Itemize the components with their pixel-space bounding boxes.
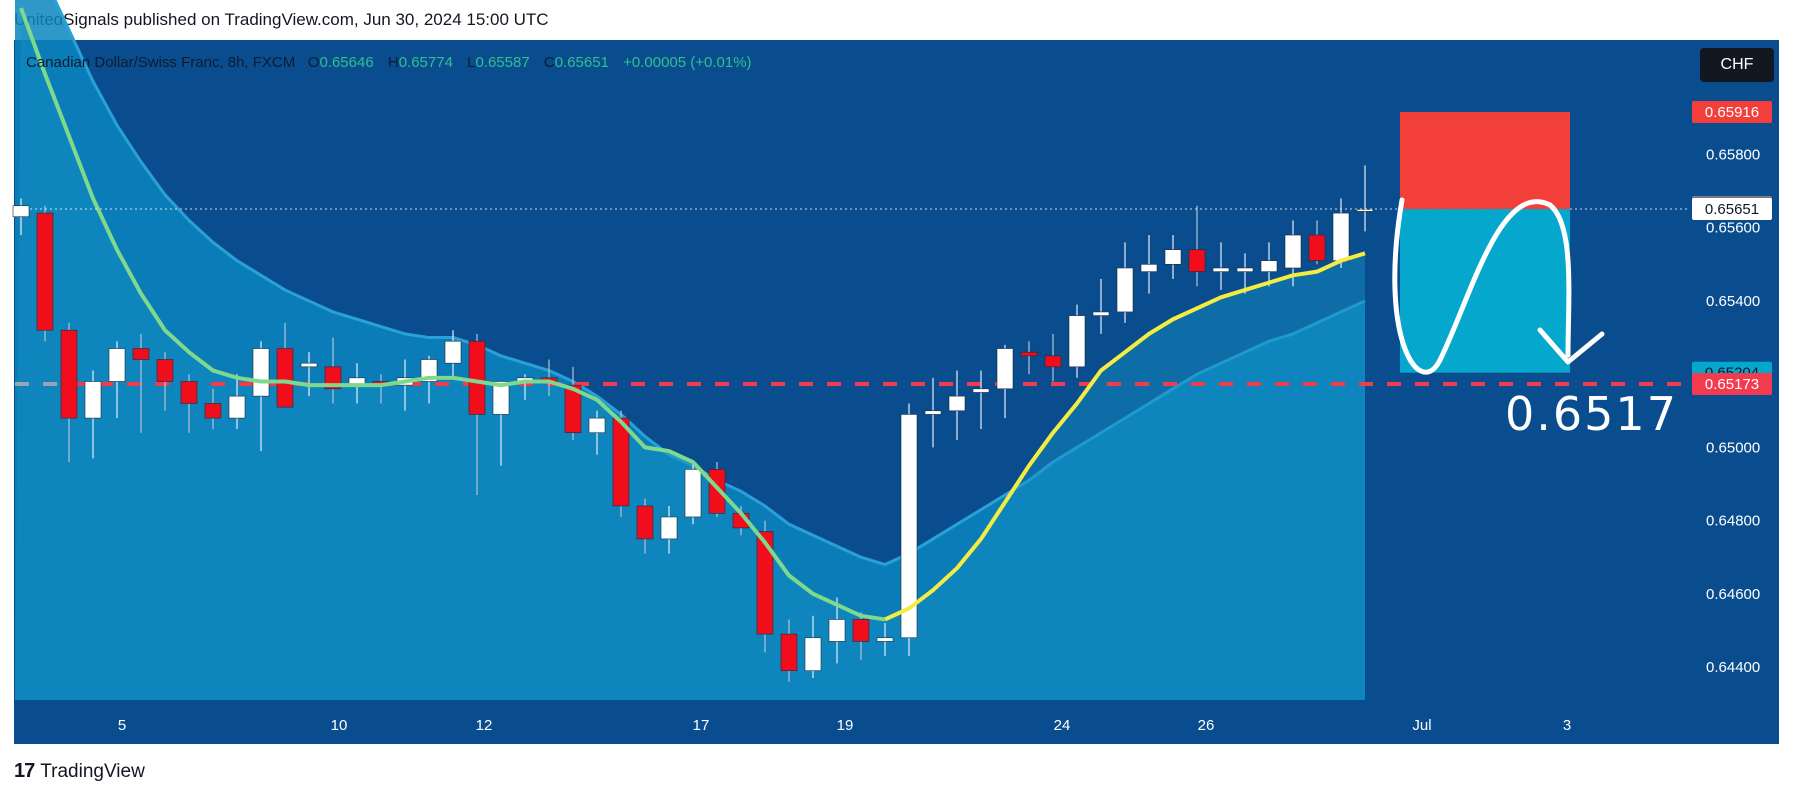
candle-body	[1260, 260, 1278, 272]
candle-body	[756, 531, 774, 635]
candle-body	[564, 384, 582, 434]
y-tick-label: 0.64800	[1706, 513, 1760, 530]
candle-body	[84, 381, 102, 419]
candle-body	[252, 348, 270, 397]
x-tick-label: 17	[693, 717, 710, 734]
y-tick-label: 0.64400	[1706, 659, 1760, 676]
high-label: H	[387, 54, 399, 71]
open-label: O	[307, 54, 320, 71]
symbol-title: Canadian Dollar/Swiss Franc, 8h, FXCM	[26, 54, 296, 71]
candle-body	[1020, 351, 1038, 357]
candle-body	[36, 212, 54, 331]
footer: 17 TradingView	[14, 760, 145, 783]
x-tick-label: 19	[837, 717, 854, 734]
candle-body	[228, 395, 246, 419]
stop-loss-zone	[1400, 112, 1570, 210]
y-tick-label: 0.64600	[1706, 586, 1760, 603]
candle-body	[132, 348, 150, 360]
candle-body	[300, 362, 318, 368]
x-tick-label: 26	[1198, 717, 1215, 734]
candle-body	[1212, 267, 1230, 272]
candle-body	[924, 410, 942, 415]
candle-body	[1332, 212, 1350, 261]
candle-body	[1044, 355, 1062, 368]
tradingview-logo-icon: 17	[14, 760, 35, 782]
candle-body	[780, 633, 798, 672]
currency-badge[interactable]: CHF	[1700, 48, 1774, 82]
candle-body	[444, 340, 462, 364]
low-label: L	[467, 54, 476, 71]
ema-fast-line-green	[19, 7, 886, 622]
price-badge-label: 0.65916	[1705, 104, 1759, 121]
candle-body	[108, 348, 126, 382]
target-annotation: 0.6517	[1505, 387, 1678, 441]
candle-body	[1284, 234, 1302, 269]
candle-body	[588, 417, 606, 434]
candle-body	[828, 619, 846, 642]
time-axis	[14, 705, 1779, 744]
publisher-line: UnitedSignals published on TradingView.c…	[14, 10, 549, 29]
drawn-arrow-path	[1392, 197, 1572, 375]
candle-body	[276, 348, 294, 408]
y-tick-label: 0.65800	[1706, 146, 1760, 163]
candle-body	[612, 417, 630, 507]
candle-body	[1068, 315, 1086, 368]
ema-fast-area	[15, 8, 1365, 701]
x-tick-label: 10	[331, 717, 348, 734]
candle-body	[1236, 267, 1254, 272]
candle-body	[492, 381, 510, 415]
drawn-arrow-head	[1537, 327, 1605, 365]
candle-body	[852, 619, 870, 642]
price-badge-label: 0.65651	[1705, 201, 1759, 218]
candle-body	[1092, 311, 1110, 316]
ema-fast-line-yellow	[884, 251, 1366, 622]
close-value: 0.65651	[554, 54, 609, 71]
open-value: 0.65646	[319, 54, 374, 71]
candle-body	[708, 469, 726, 514]
x-tick-label: 3	[1563, 717, 1571, 734]
candle-body	[1116, 267, 1134, 313]
change-value: +0.00005 (+0.01%)	[623, 54, 752, 71]
close-label: C	[543, 54, 555, 71]
candle-body	[660, 516, 678, 540]
candle-body	[684, 469, 702, 518]
take-profit-zone	[1400, 209, 1570, 373]
candle-body	[900, 414, 918, 639]
price-badge	[1692, 198, 1772, 221]
x-tick-label: 12	[476, 717, 493, 734]
x-tick-label: 24	[1054, 717, 1071, 734]
symbol-legend: Canadian Dollar/Swiss Franc, 8h, FXCM O0…	[26, 54, 762, 71]
ema-slow-area	[15, 0, 1365, 700]
candle-body	[972, 388, 990, 393]
footer-brand: TradingView	[40, 760, 145, 782]
candle-body	[996, 348, 1014, 390]
y-tick-label: 0.65600	[1706, 220, 1760, 237]
candle-body	[156, 359, 174, 382]
low-value: 0.65587	[475, 54, 530, 71]
candle-body	[636, 505, 654, 540]
candle-body	[60, 329, 78, 419]
candle-body	[204, 403, 222, 419]
price-badge-label: 0.65173	[1705, 376, 1759, 393]
candle-body	[948, 395, 966, 412]
price-badge	[1692, 373, 1772, 396]
x-tick-label: Jul	[1412, 717, 1431, 734]
candlestick-chart[interactable]: 0.6517 0.65800 0.65600 0.65400 0.65000 0.6480…	[0, 0, 1793, 760]
price-badge	[1692, 101, 1772, 124]
candle-body	[804, 637, 822, 672]
candle-body	[876, 637, 894, 642]
candle-body	[1308, 234, 1326, 261]
x-tick-label: 5	[118, 717, 126, 734]
y-tick-label: 0.65400	[1706, 293, 1760, 310]
candle-body	[1356, 209, 1374, 212]
candle-body	[468, 340, 486, 415]
candle-body	[1188, 249, 1206, 272]
candle-body	[180, 381, 198, 404]
candle-body	[1140, 264, 1158, 272]
y-tick-label: 0.65000	[1706, 439, 1760, 456]
candle-body	[1164, 249, 1182, 265]
candle-body	[12, 205, 30, 218]
high-value: 0.65774	[398, 54, 453, 71]
